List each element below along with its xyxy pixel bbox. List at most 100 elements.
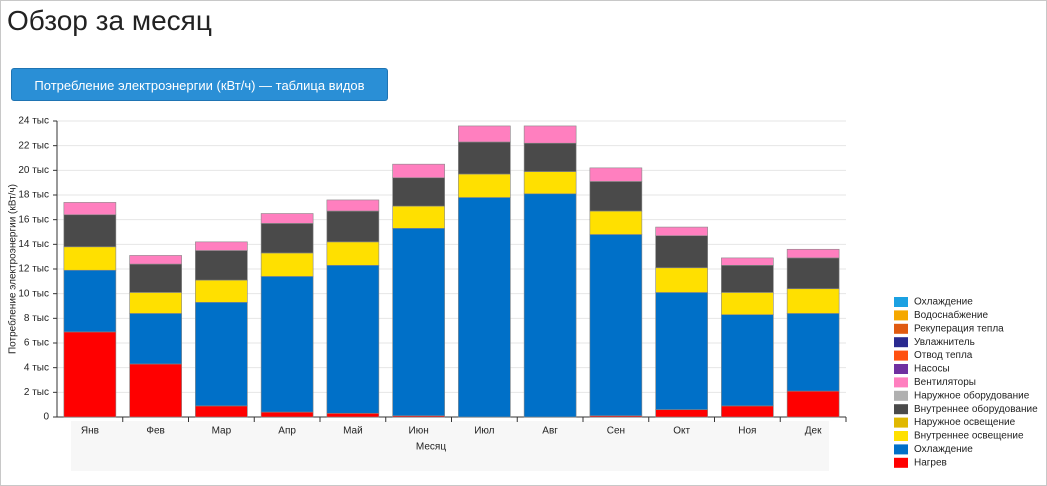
legend-swatch [894, 457, 908, 468]
legend-swatch [894, 404, 908, 415]
bar-segment [589, 181, 643, 212]
legend-swatch [894, 350, 908, 361]
bar-segment [326, 199, 380, 212]
bar-segment [260, 411, 314, 418]
x-tick-label: Авг [542, 426, 558, 437]
legend-swatch [894, 431, 908, 441]
bar-segment [655, 267, 708, 293]
legend-label: Охлаждение [914, 297, 973, 308]
bar-segment [326, 264, 380, 414]
bar-segment [786, 390, 840, 418]
axis-band [71, 421, 829, 471]
y-tick-label: 2 тыс [24, 387, 49, 398]
legend-swatch [894, 364, 908, 374]
bar-segment [523, 171, 577, 195]
bar-segment [63, 214, 117, 248]
bar-segment [326, 241, 380, 266]
bar-segment [63, 246, 117, 271]
y-tick-label: 22 тыс [18, 140, 49, 151]
x-tick-label: Ноя [738, 426, 756, 437]
bar-segment [195, 250, 248, 281]
legend-label: Увлажнитель [914, 337, 975, 348]
bar-segment [655, 235, 708, 269]
bar-segment [326, 210, 380, 243]
bar-segment [721, 292, 774, 315]
bar-segment [786, 313, 840, 392]
x-tick-label: Сен [607, 426, 625, 437]
x-tick-label: Апр [278, 426, 296, 437]
y-tick-label: 18 тыс [18, 190, 49, 201]
bar-segment [260, 276, 314, 413]
y-tick-label: 16 тыс [18, 214, 49, 225]
bar-segment [260, 223, 314, 254]
bar-segment [326, 412, 380, 418]
bar-segment [260, 213, 314, 224]
bar-segment [721, 405, 774, 418]
bar-segment [458, 141, 511, 175]
x-tick-label: Май [343, 426, 363, 437]
legend-swatch [894, 337, 908, 348]
legend-label: Нагрев [914, 457, 947, 468]
bar-segment [786, 288, 840, 314]
legend-swatch [894, 417, 908, 428]
bar-segment [458, 125, 511, 143]
bar-segment [589, 234, 643, 417]
y-tick-label: 20 тыс [18, 165, 49, 176]
bar-segment [655, 409, 708, 418]
bar-segment [392, 163, 445, 179]
bar-segment [392, 205, 445, 229]
bar-segment [129, 363, 182, 418]
legend: Нагрев Охлаждение Внутреннее освещение Нару… [894, 297, 1038, 468]
y-tick-label: 6 тыс [24, 338, 49, 349]
legend-swatch [894, 377, 908, 388]
bar-segment [392, 177, 445, 207]
bar-segment [721, 314, 774, 407]
y-axis-label: Потребление электроэнергии (кВт/ч) [7, 184, 19, 354]
legend-label: Наружное оборудование [914, 389, 1030, 401]
bar-segment [195, 301, 248, 407]
bar-segment [523, 125, 577, 144]
x-tick-label: Янв [81, 426, 99, 437]
y-tick-label: 10 тыс [18, 288, 49, 299]
y-tick-label: 14 тыс [18, 239, 49, 250]
bar-segment [129, 263, 182, 293]
bar-segment [392, 228, 445, 417]
legend-label: Вентиляторы [914, 377, 976, 388]
bar-segment [260, 252, 314, 277]
legend-swatch [894, 310, 908, 321]
bar-segment [721, 264, 774, 293]
bar-segment [721, 257, 774, 266]
legend-label: Внутреннее оборудование [914, 403, 1038, 415]
bar-segment [458, 197, 511, 418]
legend-label: Насосы [914, 364, 950, 375]
y-tick-label: 12 тыс [18, 264, 49, 275]
y-tick-label: 24 тыс [18, 116, 49, 127]
legend-label: Охлаждение [914, 444, 973, 455]
bar-segment [655, 292, 708, 410]
bar-segment [589, 167, 643, 182]
bar-segment [786, 257, 840, 290]
bar-segment [786, 248, 840, 259]
legend-label: Водоснабжение [914, 309, 988, 321]
x-tick-label: Мар [212, 426, 232, 437]
y-tick-label: 4 тыс [24, 362, 49, 373]
x-tick-label: Окт [673, 426, 690, 437]
table-button[interactable]: Потребление электроэнергии (кВт/ч) — таб… [11, 68, 388, 101]
bar-segment [523, 193, 577, 418]
bar-segment [195, 405, 248, 418]
bar-segment [195, 241, 248, 251]
x-tick-label: Дек [805, 426, 822, 437]
x-tick-label: Фев [146, 426, 164, 437]
x-tick-label: Июл [474, 426, 494, 437]
legend-label: Наружное освещение [914, 417, 1016, 428]
legend-swatch [894, 323, 908, 334]
legend-label: Отвод тепла [914, 350, 973, 361]
y-tick-label: 8 тыс [24, 313, 49, 324]
bar-segment [195, 279, 248, 303]
bar-segment [63, 202, 117, 216]
y-tick-label: 0 [43, 412, 49, 423]
legend-swatch [894, 390, 908, 401]
bar-segment [129, 292, 182, 314]
x-tick-label: Июн [409, 426, 429, 437]
